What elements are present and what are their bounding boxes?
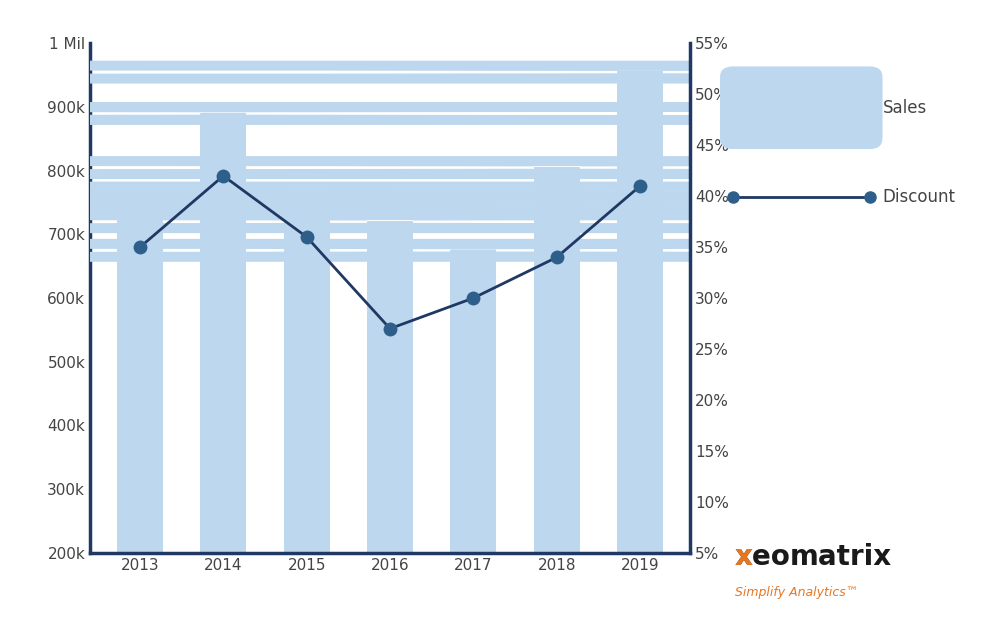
FancyBboxPatch shape <box>0 102 1000 125</box>
Text: xeo: xeo <box>735 543 791 571</box>
Bar <box>617 72 663 553</box>
Text: Sales: Sales <box>883 99 927 117</box>
FancyBboxPatch shape <box>0 61 1000 84</box>
Text: Simplify Analytics™: Simplify Analytics™ <box>735 586 858 599</box>
FancyBboxPatch shape <box>0 211 1000 233</box>
Text: matrix: matrix <box>790 543 892 571</box>
Bar <box>450 250 496 553</box>
FancyBboxPatch shape <box>0 156 1000 179</box>
FancyBboxPatch shape <box>0 181 1000 204</box>
Bar <box>534 168 580 553</box>
FancyBboxPatch shape <box>0 191 1000 214</box>
Bar <box>284 193 330 553</box>
FancyBboxPatch shape <box>0 239 1000 262</box>
Text: Discount: Discount <box>883 188 956 206</box>
Bar <box>117 202 163 553</box>
Bar <box>200 114 246 553</box>
Bar <box>367 222 413 553</box>
Text: x: x <box>735 543 753 571</box>
FancyBboxPatch shape <box>720 66 883 149</box>
